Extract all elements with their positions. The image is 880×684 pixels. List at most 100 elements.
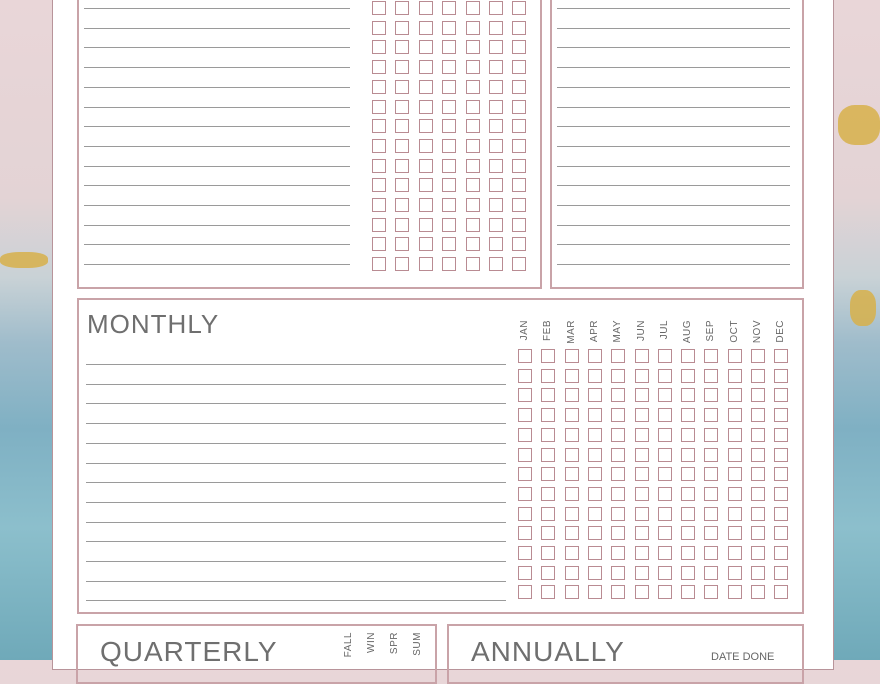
checkbox[interactable] — [512, 237, 527, 252]
checkbox[interactable] — [681, 427, 696, 442]
checkbox[interactable] — [465, 20, 480, 35]
checkbox[interactable] — [727, 526, 742, 541]
checkbox[interactable] — [681, 486, 696, 501]
checkbox[interactable] — [564, 447, 579, 462]
checkbox[interactable] — [634, 467, 649, 482]
checkbox[interactable] — [611, 486, 626, 501]
checkbox[interactable] — [657, 585, 672, 600]
checkbox[interactable] — [395, 119, 410, 134]
checkbox[interactable] — [751, 388, 765, 403]
checkbox[interactable] — [541, 388, 556, 403]
checkbox[interactable] — [704, 585, 719, 600]
checkbox[interactable] — [442, 99, 457, 114]
checkbox[interactable] — [395, 1, 410, 15]
checkbox[interactable] — [372, 119, 386, 134]
checkbox[interactable] — [395, 40, 410, 55]
checkbox[interactable] — [512, 79, 527, 94]
checkbox[interactable] — [634, 388, 649, 403]
checkbox[interactable] — [634, 368, 649, 383]
checkbox[interactable] — [704, 388, 719, 403]
checkbox[interactable] — [489, 237, 503, 252]
checkbox[interactable] — [727, 467, 742, 482]
checkbox[interactable] — [465, 217, 480, 232]
checkbox[interactable] — [518, 467, 532, 482]
checkbox[interactable] — [541, 447, 556, 462]
checkbox[interactable] — [541, 427, 556, 442]
checkbox[interactable] — [418, 198, 433, 212]
checkbox[interactable] — [465, 158, 480, 173]
checkbox[interactable] — [704, 506, 719, 521]
checkbox[interactable] — [774, 506, 789, 521]
checkbox[interactable] — [465, 99, 480, 114]
checkbox[interactable] — [442, 119, 457, 134]
checkbox[interactable] — [751, 526, 765, 541]
checkbox[interactable] — [518, 388, 532, 403]
checkbox[interactable] — [611, 585, 626, 600]
checkbox[interactable] — [587, 526, 602, 541]
checkbox[interactable] — [395, 20, 410, 35]
checkbox[interactable] — [681, 526, 696, 541]
checkbox[interactable] — [489, 79, 503, 94]
checkbox[interactable] — [657, 486, 672, 501]
checkbox[interactable] — [611, 506, 626, 521]
checkbox[interactable] — [372, 60, 386, 75]
checkbox[interactable] — [418, 237, 433, 252]
checkbox[interactable] — [395, 257, 410, 272]
checkbox[interactable] — [657, 565, 672, 580]
checkbox[interactable] — [465, 60, 480, 75]
checkbox[interactable] — [372, 138, 386, 153]
checkbox[interactable] — [611, 526, 626, 541]
checkbox[interactable] — [681, 408, 696, 423]
checkbox[interactable] — [751, 486, 765, 501]
checkbox[interactable] — [465, 1, 480, 15]
checkbox[interactable] — [518, 526, 532, 541]
checkbox[interactable] — [372, 178, 386, 193]
checkbox[interactable] — [518, 368, 532, 383]
checkbox[interactable] — [751, 408, 765, 423]
checkbox[interactable] — [541, 585, 556, 600]
checkbox[interactable] — [372, 40, 386, 55]
checkbox[interactable] — [774, 486, 789, 501]
checkbox[interactable] — [518, 349, 532, 363]
checkbox[interactable] — [657, 349, 672, 363]
checkbox[interactable] — [634, 565, 649, 580]
checkbox[interactable] — [541, 486, 556, 501]
checkbox[interactable] — [564, 506, 579, 521]
checkbox[interactable] — [442, 79, 457, 94]
checkbox[interactable] — [518, 447, 532, 462]
checkbox[interactable] — [704, 546, 719, 560]
checkbox[interactable] — [372, 20, 386, 35]
checkbox[interactable] — [395, 237, 410, 252]
checkbox[interactable] — [704, 349, 719, 363]
checkbox[interactable] — [418, 158, 433, 173]
checkbox[interactable] — [489, 119, 503, 134]
checkbox[interactable] — [681, 585, 696, 600]
checkbox[interactable] — [541, 408, 556, 423]
checkbox[interactable] — [704, 467, 719, 482]
checkbox[interactable] — [611, 546, 626, 560]
checkbox[interactable] — [774, 526, 789, 541]
checkbox[interactable] — [541, 546, 556, 560]
checkbox[interactable] — [442, 60, 457, 75]
checkbox[interactable] — [774, 585, 789, 600]
checkbox[interactable] — [418, 217, 433, 232]
checkbox[interactable] — [395, 79, 410, 94]
checkbox[interactable] — [541, 526, 556, 541]
checkbox[interactable] — [372, 158, 386, 173]
checkbox[interactable] — [681, 368, 696, 383]
checkbox[interactable] — [465, 198, 480, 212]
checkbox[interactable] — [372, 79, 386, 94]
checkbox[interactable] — [489, 99, 503, 114]
checkbox[interactable] — [681, 546, 696, 560]
checkbox[interactable] — [512, 40, 527, 55]
checkbox[interactable] — [512, 257, 527, 272]
checkbox[interactable] — [751, 467, 765, 482]
checkbox[interactable] — [512, 119, 527, 134]
checkbox[interactable] — [518, 585, 532, 600]
checkbox[interactable] — [681, 349, 696, 363]
checkbox[interactable] — [418, 257, 433, 272]
checkbox[interactable] — [611, 427, 626, 442]
checkbox[interactable] — [657, 506, 672, 521]
checkbox[interactable] — [587, 585, 602, 600]
checkbox[interactable] — [704, 486, 719, 501]
